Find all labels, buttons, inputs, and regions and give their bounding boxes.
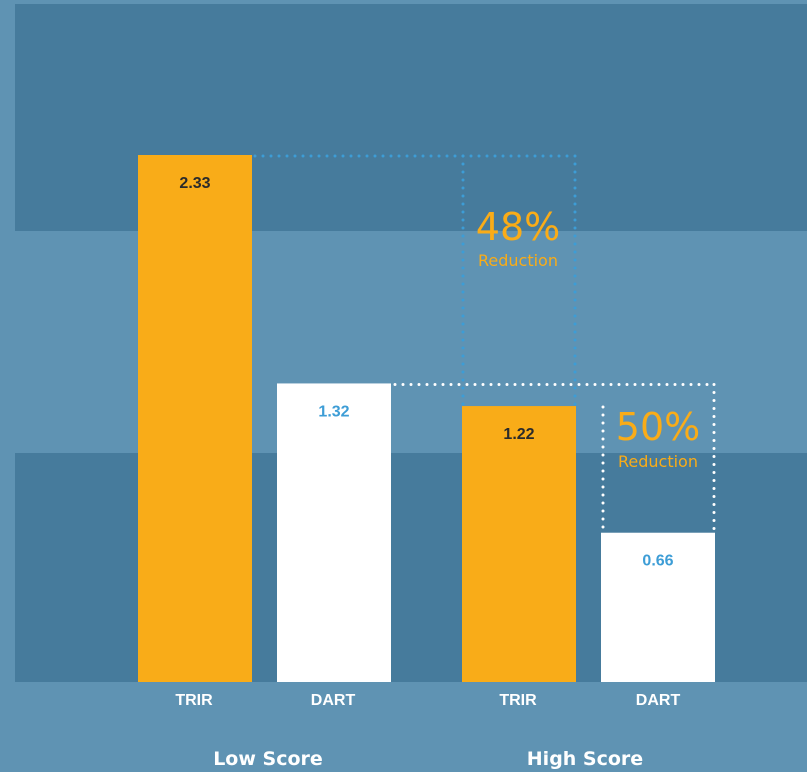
reduction-percent-1: 48% (476, 205, 560, 249)
category-footer (0, 682, 807, 772)
group-label-high-score: High Score (527, 748, 643, 770)
value-label-low-dart: 1.32 (318, 403, 349, 420)
category-label-low-trir: TRIR (175, 692, 213, 709)
bars (138, 155, 715, 682)
bar-high-trir (462, 406, 576, 682)
top-strip (15, 0, 807, 4)
value-label-low-trir: 2.33 (179, 175, 210, 192)
value-label-high-dart: 0.66 (642, 553, 673, 570)
category-label-high-dart: DART (636, 692, 681, 709)
reduction-text-2: Reduction (618, 452, 698, 471)
bar-low-dart (277, 383, 391, 682)
value-label-high-trir: 1.22 (503, 426, 534, 443)
value-labels: 2.33 1.32 1.22 0.66 (179, 175, 673, 570)
group-label-low-score: Low Score (213, 748, 323, 770)
bar-low-trir (138, 155, 252, 682)
bar-high-dart (601, 532, 715, 682)
category-label-high-trir: TRIR (499, 692, 537, 709)
reduction-percent-2: 50% (616, 405, 700, 449)
left-strip (0, 0, 15, 682)
comparison-guides (253, 154, 716, 535)
category-label-low-dart: DART (311, 692, 356, 709)
reduction-text-1: Reduction (478, 251, 558, 270)
